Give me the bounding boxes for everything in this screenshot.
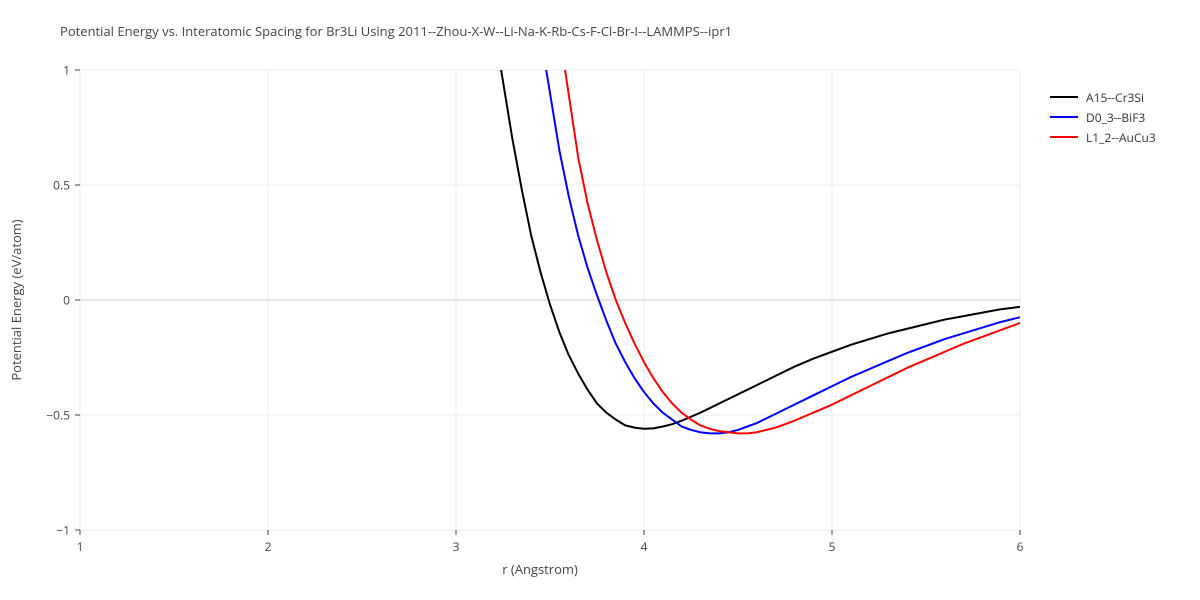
chart-container: Potential Energy vs. Interatomic Spacing… [0, 0, 1200, 600]
plot-area[interactable] [0, 0, 1200, 600]
series-line[interactable] [565, 70, 1020, 433]
legend-label: A15--Cr3Si [1086, 89, 1144, 106]
y-tick-label: −0.5 [46, 407, 70, 424]
legend-swatch [1050, 116, 1078, 118]
legend-label: D0_3--BiF3 [1086, 109, 1145, 126]
series-line[interactable] [501, 70, 1020, 429]
y-tick-label: 1 [63, 62, 70, 79]
y-tick-label: 0 [63, 292, 70, 309]
series-line[interactable] [546, 70, 1020, 433]
x-tick-label: 2 [265, 538, 272, 555]
x-tick-label: 1 [77, 538, 84, 555]
legend-swatch [1050, 96, 1078, 98]
legend-item[interactable]: L1_2--AuCu3 [1050, 128, 1156, 146]
x-tick-label: 4 [641, 538, 648, 555]
legend[interactable]: A15--Cr3Si D0_3--BiF3 L1_2--AuCu3 [1050, 88, 1156, 148]
x-tick-label: 3 [453, 538, 460, 555]
x-tick-label: 6 [1017, 538, 1024, 555]
legend-label: L1_2--AuCu3 [1086, 129, 1156, 146]
x-tick-label: 5 [829, 538, 836, 555]
legend-item[interactable]: A15--Cr3Si [1050, 88, 1156, 106]
y-tick-label: 0.5 [53, 177, 70, 194]
legend-item[interactable]: D0_3--BiF3 [1050, 108, 1156, 126]
legend-swatch [1050, 136, 1078, 138]
y-tick-label: −1 [56, 522, 70, 539]
